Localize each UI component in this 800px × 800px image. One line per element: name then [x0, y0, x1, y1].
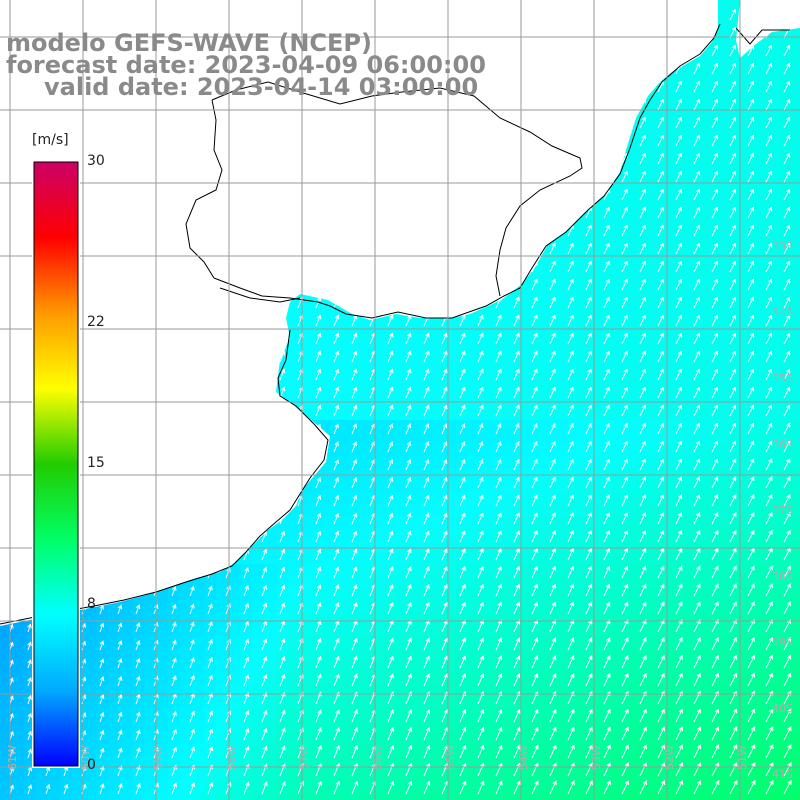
latitude-labels: 33S 34S 35S 36S 37S 38S 39S 40S 41S — [772, 240, 793, 781]
longitude-label: 60W — [79, 745, 92, 770]
land-mass — [0, 0, 718, 626]
latitude-label: 34S — [772, 306, 793, 319]
latitude-label: 38S — [772, 570, 793, 583]
colorbar — [32, 160, 80, 768]
longitude-label: 51W — [736, 745, 749, 770]
longitude-labels: 61W 60W 59W 58W 57W 56W 55W 54W 53W 52W 51W — [6, 745, 749, 770]
colorbar-tick-label: 30 — [87, 153, 105, 169]
longitude-label: 53W — [590, 745, 603, 770]
latitude-label: 40S — [772, 702, 793, 715]
longitude-label: 56W — [371, 745, 384, 770]
coastline — [0, 23, 790, 625]
colorbar-gradient — [33, 161, 79, 767]
colorbar-tick-label: 0 — [87, 757, 96, 773]
title-valid-date: valid date: 2023-04-14 03:00:00 — [44, 73, 479, 101]
latitude-label: 35S — [772, 372, 793, 385]
latitude-label: 33S — [772, 240, 793, 253]
longitude-label: 58W — [225, 745, 238, 770]
longitude-label: 55W — [444, 745, 457, 770]
colorbar-tick-label: 22 — [87, 314, 105, 331]
title-forecast-date: forecast date: 2023-04-09 06:00:00 — [6, 51, 486, 79]
latitude-label: 41S — [772, 768, 793, 781]
colorbar-tick-label: 8 — [87, 595, 96, 612]
colorbar-tick-label: 15 — [87, 455, 105, 471]
longitude-label: 59W — [152, 745, 165, 770]
longitude-label: 52W — [663, 745, 676, 770]
latitude-label: 36S — [772, 438, 793, 451]
longitude-label: 57W — [298, 745, 311, 770]
latitude-label: 37S — [772, 504, 793, 517]
colorbar-unit-label: [m/s] — [32, 132, 69, 148]
land-mass-north — [736, 0, 800, 58]
title-model: modelo GEFS-WAVE (NCEP) — [6, 29, 372, 57]
longitude-label: 61W — [6, 745, 19, 770]
latitude-label: 39S — [772, 636, 793, 649]
longitude-label: 54W — [517, 745, 530, 770]
